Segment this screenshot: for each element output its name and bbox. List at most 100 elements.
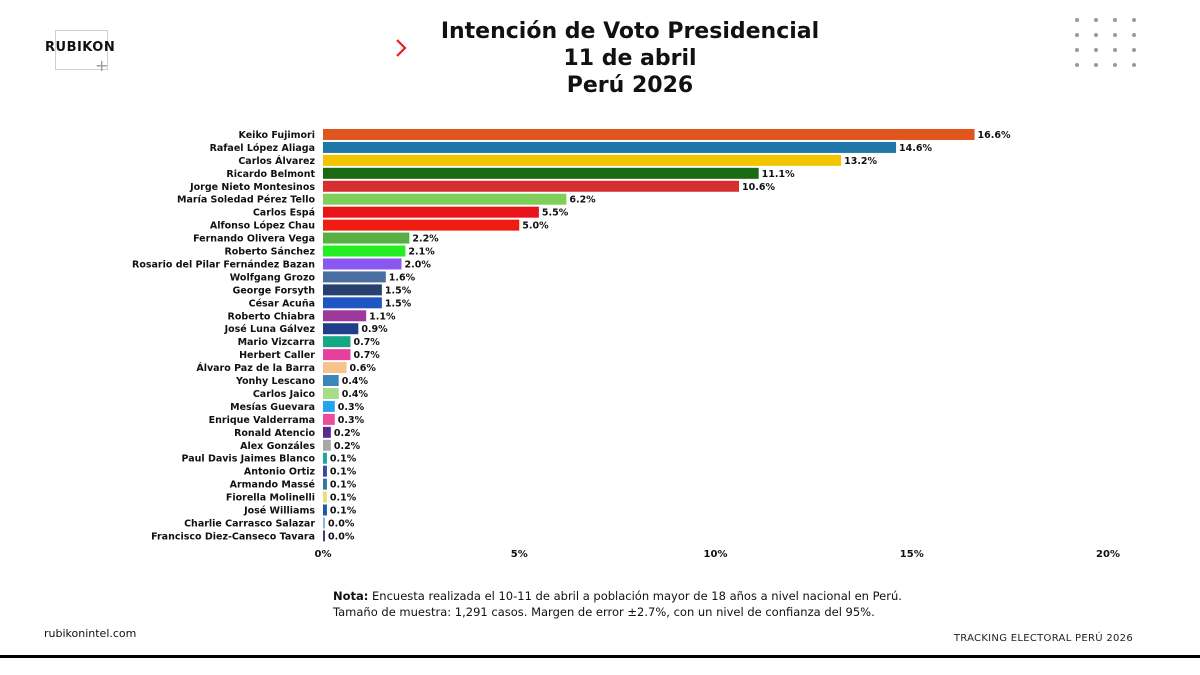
bar	[323, 206, 539, 218]
category-label: Roberto Sánchez	[224, 247, 315, 258]
bar	[323, 426, 331, 438]
value-label: 1.1%	[369, 311, 396, 322]
category-label: Jorge Nieto Montesinos	[189, 182, 315, 193]
value-label: 0.0%	[328, 518, 355, 529]
logo-frame	[55, 30, 108, 70]
category-label: Alfonso López Chau	[210, 221, 315, 232]
x-tick-label: 20%	[1096, 549, 1120, 560]
value-label: 2.1%	[408, 247, 435, 258]
category-label: Carlos Jaico	[253, 389, 316, 400]
bar	[323, 349, 351, 361]
category-label: Fernando Olivera Vega	[193, 234, 315, 245]
value-label: 0.3%	[338, 415, 365, 426]
brand-logo: RUBIKON	[45, 40, 116, 55]
value-label: 13.2%	[844, 156, 877, 167]
category-label: Keiko Fujimori	[239, 130, 315, 141]
value-label: 1.5%	[385, 298, 412, 309]
category-label: César Acuña	[249, 298, 315, 309]
value-label: 2.2%	[412, 234, 439, 245]
x-tick-label: 0%	[315, 549, 332, 560]
bar	[323, 387, 339, 399]
title-line-2: 11 de abril	[563, 46, 697, 71]
bar	[323, 154, 842, 166]
grid-dot	[1094, 48, 1098, 52]
value-label: 2.0%	[405, 259, 432, 270]
category-label: Mario Vizcarra	[238, 337, 315, 348]
category-label: Rosario del Pilar Fernández Bazan	[132, 259, 315, 270]
category-label: Charlie Carrasco Salazar	[184, 518, 315, 529]
bar	[323, 258, 402, 270]
value-label: 0.1%	[330, 493, 357, 504]
survey-note: Nota: Encuesta realizada el 10-11 de abr…	[333, 588, 902, 620]
value-label: 0.2%	[334, 441, 361, 452]
bar	[323, 517, 325, 529]
value-label: 5.0%	[522, 221, 549, 232]
category-label: Armando Massé	[230, 480, 315, 491]
bar	[323, 478, 327, 490]
title-line-1: Intención de Voto Presidencial	[440, 19, 820, 44]
category-label: Carlos Álvarez	[238, 155, 315, 167]
grid-dot	[1113, 63, 1117, 67]
value-label: 0.7%	[353, 350, 380, 361]
x-tick-label: 15%	[900, 549, 924, 560]
category-label: Roberto Chiabra	[228, 311, 315, 322]
category-label: María Soledad Pérez Tello	[177, 195, 315, 206]
note-label: Nota:	[333, 589, 369, 603]
x-tick-label: 5%	[511, 549, 528, 560]
category-label: Rafael López Aliaga	[210, 143, 315, 154]
grid-dot	[1075, 48, 1079, 52]
grid-dot	[1075, 63, 1079, 67]
value-label: 14.6%	[899, 143, 932, 154]
tracking-label: TRACKING ELECTORAL PERÚ 2026	[953, 633, 1133, 644]
category-label: Enrique Valderrama	[209, 415, 315, 426]
value-label: 1.5%	[385, 285, 412, 296]
category-label: Wolfgang Grozo	[230, 272, 316, 283]
bar	[323, 504, 327, 516]
category-label: Ronald Atencio	[234, 428, 315, 439]
bar	[323, 400, 335, 412]
grid-dot	[1094, 18, 1098, 22]
bar	[323, 336, 351, 348]
grid-dot	[1132, 33, 1136, 37]
category-label: Herbert Caller	[239, 350, 315, 361]
value-label: 6.2%	[569, 195, 596, 206]
category-label: Francisco Diez-Canseco Tavara	[151, 531, 315, 542]
bar	[323, 362, 347, 374]
grid-dot	[1132, 63, 1136, 67]
category-label: Yonhy Lescano	[235, 376, 316, 387]
category-label: José Luna Gálvez	[224, 324, 316, 335]
category-label: Mesías Guevara	[230, 402, 315, 413]
value-label: 0.1%	[330, 467, 357, 478]
grid-dot	[1113, 48, 1117, 52]
x-tick-label: 10%	[704, 549, 728, 560]
value-label: 0.0%	[328, 531, 355, 542]
website-label: rubikonintel.com	[44, 627, 137, 640]
plus-icon: +	[95, 56, 109, 75]
category-label: Paul Davis Jaimes Blanco	[182, 454, 316, 465]
value-label: 1.6%	[389, 272, 416, 283]
bar	[323, 413, 335, 425]
value-label: 0.2%	[334, 428, 361, 439]
chevron-right-icon	[396, 39, 407, 57]
bar	[323, 530, 325, 542]
title-line-3: Perú 2026	[566, 73, 694, 98]
chart-title: Intención de Voto Presidencial 11 de abr…	[380, 18, 880, 99]
value-label: 10.6%	[742, 182, 775, 193]
bar	[323, 465, 327, 477]
grid-dot	[1075, 33, 1079, 37]
grid-dot	[1094, 63, 1098, 67]
category-label: Alex Gonzáles	[240, 441, 315, 452]
bottom-divider	[0, 655, 1200, 658]
bar	[323, 439, 331, 451]
bar	[323, 180, 740, 192]
grid-dot	[1075, 18, 1079, 22]
value-label: 0.1%	[330, 480, 357, 491]
value-label: 11.1%	[762, 169, 795, 180]
bar	[323, 245, 406, 257]
value-label: 16.6%	[978, 130, 1011, 141]
grid-dot	[1094, 33, 1098, 37]
note-line-2: Tamaño de muestra: 1,291 casos. Margen d…	[333, 605, 875, 619]
bar	[323, 193, 567, 205]
category-label: Álvaro Paz de la Barra	[196, 362, 315, 374]
value-label: 0.7%	[353, 337, 380, 348]
